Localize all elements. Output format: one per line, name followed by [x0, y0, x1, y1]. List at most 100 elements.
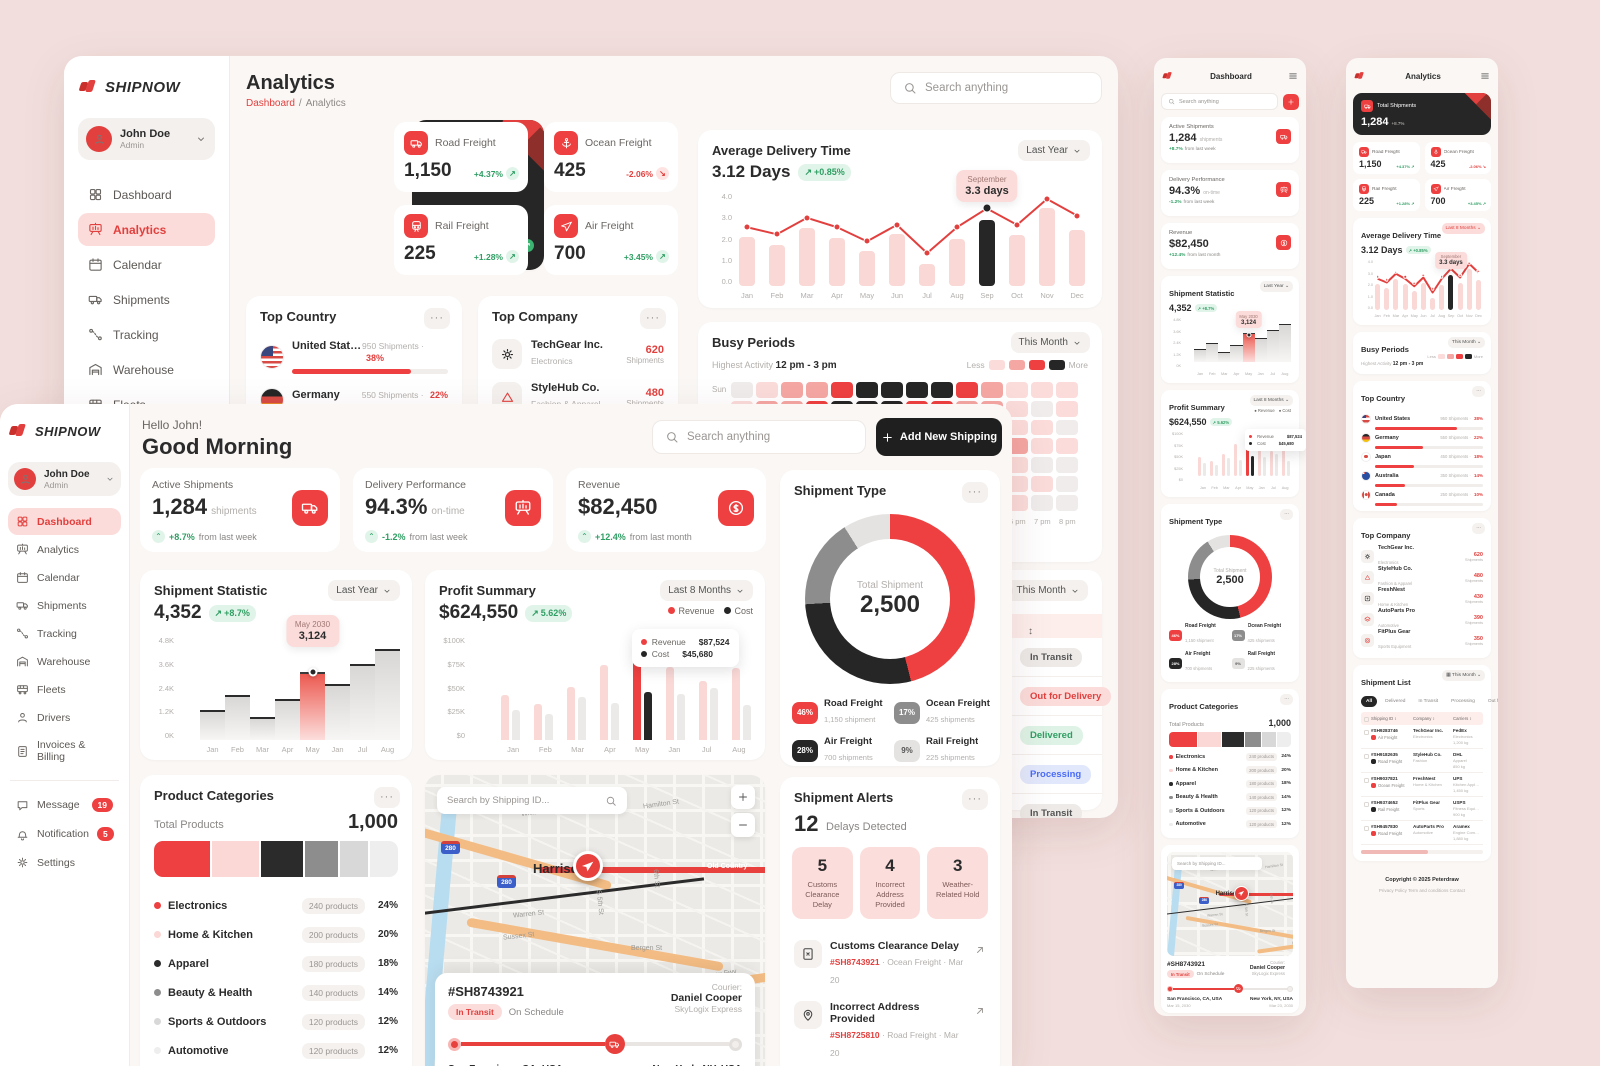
- sidebar-item-analytics[interactable]: Analytics: [78, 213, 215, 246]
- truck-icon: [1363, 103, 1371, 110]
- scrollbar-thumb[interactable]: [1361, 850, 1429, 854]
- period-dropdown[interactable]: ▦ This Month ⌄: [1442, 670, 1485, 681]
- country-meta: United States 950 Shipments · 38%: [1375, 407, 1483, 430]
- sidebar-item-message[interactable]: Message 19: [8, 791, 121, 819]
- checkbox[interactable]: [1364, 730, 1369, 735]
- tab-in-transit[interactable]: In Transit: [1418, 699, 1439, 704]
- truck-icon: [604, 1034, 625, 1054]
- period-dropdown[interactable]: Last 8 Months: [660, 580, 753, 601]
- more-options-button[interactable]: ···: [640, 308, 666, 329]
- add-new-shipping-button[interactable]: Add New Shipping: [876, 418, 1002, 456]
- menu-icon[interactable]: [1480, 71, 1490, 81]
- category-row: Beauty & Health 140 products 14%: [1169, 791, 1291, 805]
- sidebar-item-notification[interactable]: Notification 5: [8, 820, 121, 848]
- horizontal-scrollbar[interactable]: [1361, 850, 1483, 854]
- y-tick: $75K: [447, 659, 465, 669]
- sidebar-item-invoices-billing[interactable]: Invoices & Billing: [8, 732, 121, 770]
- tab-out-for-delivery[interactable]: Out for Delivery: [1487, 699, 1498, 704]
- chevron-down-icon[interactable]: [105, 474, 115, 484]
- period-dropdown[interactable]: This Month: [1010, 332, 1090, 353]
- period-dropdown[interactable]: Last 8 Months ⌄: [1441, 223, 1485, 234]
- more-options-button[interactable]: ···: [962, 789, 988, 810]
- tracking-card: #SH8743921 In Transit On Schedule Courier: D…: [1167, 956, 1293, 1008]
- checkbox[interactable]: [1364, 778, 1369, 783]
- cell-shipping-id: #SH9182635 Road Freight: [1371, 752, 1403, 764]
- bars: [200, 636, 400, 740]
- more-options-button[interactable]: ···: [1280, 509, 1293, 520]
- menu-icon[interactable]: [1288, 71, 1298, 81]
- more-options-button[interactable]: ···: [962, 482, 988, 503]
- search-input[interactable]: Search anything: [890, 72, 1102, 104]
- zoom-out-button[interactable]: [731, 813, 755, 837]
- sidebar-item-calendar[interactable]: Calendar: [8, 564, 121, 591]
- data-point: [1440, 274, 1444, 279]
- sidebar-item-dashboard[interactable]: Dashboard: [78, 178, 215, 211]
- tab-all[interactable]: All: [1361, 696, 1378, 707]
- segment: [1261, 732, 1276, 747]
- y-tick: 3.6K: [158, 659, 174, 669]
- sidebar-item-analytics[interactable]: Analytics: [8, 536, 121, 563]
- checkbox[interactable]: [1364, 802, 1369, 807]
- doc-icon: [801, 947, 815, 961]
- bar: [768, 244, 786, 286]
- sidebar-item-calendar[interactable]: Calendar: [78, 248, 215, 281]
- checkbox[interactable]: [1364, 826, 1369, 831]
- card-title: Product Categories: [1169, 702, 1239, 711]
- bar-column: [1382, 260, 1391, 310]
- user-profile[interactable]: John Doe Admin: [78, 118, 215, 160]
- footer-links[interactable]: Privacy Policy Term and conditions Conta…: [1378, 888, 1466, 893]
- bars: [1194, 318, 1291, 362]
- country-row: Germany 550 Shipments · 22%: [1361, 428, 1483, 449]
- user-profile[interactable]: John Doe Admin: [8, 462, 121, 496]
- search-placeholder: Search anything: [1179, 98, 1219, 105]
- add-button[interactable]: [1283, 93, 1299, 110]
- period-dropdown[interactable]: Last 8 Months ⌄: [1249, 395, 1293, 406]
- sidebar-item-dashboard[interactable]: Dashboard: [8, 508, 121, 535]
- chevron-down-icon[interactable]: [195, 133, 207, 145]
- sidebar-item-warehouse[interactable]: Warehouse: [8, 648, 121, 675]
- tab-processing[interactable]: Processing: [1451, 699, 1475, 704]
- target-icon: [1364, 637, 1371, 644]
- sidebar-item-tracking[interactable]: Tracking: [8, 620, 121, 647]
- company-row: TechGear Inc. Electronics 620 Shipments: [492, 339, 664, 369]
- checkbox[interactable]: [1364, 754, 1369, 759]
- dashboard-sidebar: SHIPNOW John Doe Admin Dashboard Analytics…: [0, 404, 130, 1066]
- more-options-button[interactable]: ···: [1472, 386, 1485, 397]
- bar: [1393, 279, 1399, 310]
- period-dropdown[interactable]: Last Year ⌄: [1259, 281, 1293, 292]
- more-options-button[interactable]: ···: [374, 787, 400, 808]
- tracking-map-card: 280280William StHamilton StHarrisonWarre…: [425, 775, 765, 1066]
- sidebar-item-drivers[interactable]: Drivers: [8, 704, 121, 731]
- period-dropdown[interactable]: Last Year: [1018, 140, 1090, 161]
- period-dropdown[interactable]: This Month ⌄: [1447, 337, 1485, 348]
- more-options-button[interactable]: ···: [424, 308, 450, 329]
- sidebar-item-shipments[interactable]: Shipments: [8, 592, 121, 619]
- open-arrow-icon[interactable]: [974, 1005, 986, 1017]
- zoom-in-button[interactable]: [731, 785, 755, 809]
- search-input[interactable]: Search anything: [652, 420, 866, 454]
- map-search-input[interactable]: Search by Shipping ID...: [437, 787, 627, 814]
- breadcrumb-dashboard[interactable]: Dashboard: [246, 98, 295, 109]
- map-search-input[interactable]: Search by Shipping ID...: [1172, 857, 1262, 870]
- period-dropdown[interactable]: Last Year: [328, 580, 400, 601]
- y-axis-labels: 4.0 3.0 2.0 1.0 0.0: [1361, 260, 1373, 318]
- sidebar-item-label: Fleets: [37, 683, 66, 696]
- map[interactable]: 280280William StHamilton StHarrisonWarre…: [1167, 852, 1293, 956]
- data-point: [1430, 286, 1435, 291]
- sidebar-item-fleets[interactable]: Fleets: [8, 676, 121, 703]
- open-arrow-icon[interactable]: [974, 944, 986, 956]
- sidebar-item-shipments[interactable]: Shipments: [78, 283, 215, 316]
- top-country-card: Top Country ··· United States 950 Shipments…: [1353, 381, 1491, 511]
- more-options-button[interactable]: ···: [1280, 694, 1293, 705]
- tab-delivered[interactable]: Delivered: [1385, 699, 1406, 704]
- country-name: Germany: [292, 389, 340, 401]
- alert-boxes: 5 Customs Clearance Delay 4 Incorrect Addre…: [792, 847, 989, 920]
- shipnow-logo: SHIPNOW: [78, 78, 215, 96]
- checkbox[interactable]: [1364, 717, 1369, 722]
- more-options-button[interactable]: ···: [1472, 523, 1485, 534]
- search-input[interactable]: Search anything: [1161, 93, 1278, 110]
- sidebar-item-settings[interactable]: Settings: [8, 849, 121, 876]
- sidebar-item-warehouse[interactable]: Warehouse: [78, 353, 215, 386]
- sidebar-item-tracking[interactable]: Tracking: [78, 318, 215, 351]
- shipment-alerts-card: Shipment Alerts ··· 12 Delays Detected 5…: [780, 777, 1000, 1066]
